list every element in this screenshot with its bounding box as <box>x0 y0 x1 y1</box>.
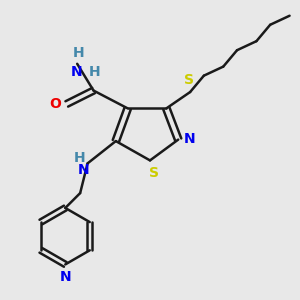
Text: N: N <box>77 164 89 177</box>
Text: N: N <box>184 132 195 146</box>
Text: H: H <box>73 46 85 60</box>
Text: S: S <box>184 73 194 87</box>
Text: S: S <box>148 166 159 180</box>
Text: N: N <box>71 65 82 79</box>
Text: N: N <box>59 270 71 284</box>
Text: H: H <box>74 151 85 165</box>
Text: O: O <box>50 97 61 111</box>
Text: H: H <box>89 65 101 79</box>
